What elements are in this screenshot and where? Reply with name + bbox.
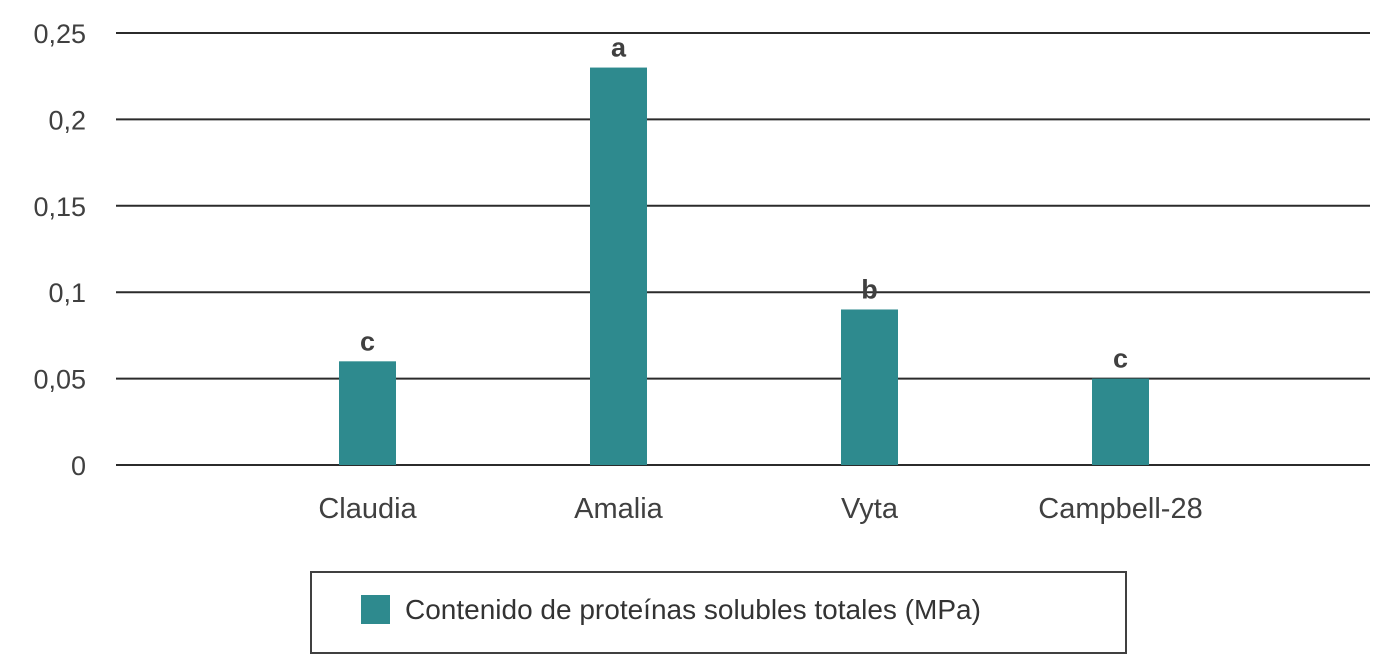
y-tick-label: 0,15: [33, 192, 86, 222]
category-label: Claudia: [318, 493, 417, 525]
data-label: b: [861, 274, 878, 304]
y-tick-label: 0,1: [48, 278, 86, 308]
category-label: Vyta: [841, 493, 899, 525]
category-label: Amalia: [574, 493, 664, 525]
data-label: c: [1113, 344, 1128, 374]
bar: [590, 67, 647, 465]
y-axis-tick-labels: 0 0,05 0,1 0,15 0,2 0,25: [33, 19, 86, 481]
legend-box: [310, 571, 1127, 654]
bar: [1092, 378, 1149, 465]
y-tick-label: 0,05: [33, 365, 86, 395]
data-label: a: [611, 33, 627, 63]
x-axis-category-labels: Claudia Amalia Vyta Campbell-28: [318, 493, 1202, 525]
legend: Contenido de proteínas solubles totales …: [310, 571, 1127, 654]
data-labels: c a b c: [360, 33, 1128, 374]
y-tick-label: 0,2: [48, 105, 86, 135]
legend-label: Contenido de proteínas solubles totales …: [405, 594, 981, 625]
y-tick-label: 0: [71, 451, 86, 481]
gridlines: [116, 32, 1370, 466]
data-label: c: [360, 326, 375, 356]
legend-swatch: [361, 595, 390, 624]
bars: [339, 67, 1149, 465]
bar: [841, 309, 898, 465]
bar: [339, 361, 396, 465]
y-tick-label: 0,25: [33, 19, 86, 49]
category-label: Campbell-28: [1038, 493, 1202, 525]
